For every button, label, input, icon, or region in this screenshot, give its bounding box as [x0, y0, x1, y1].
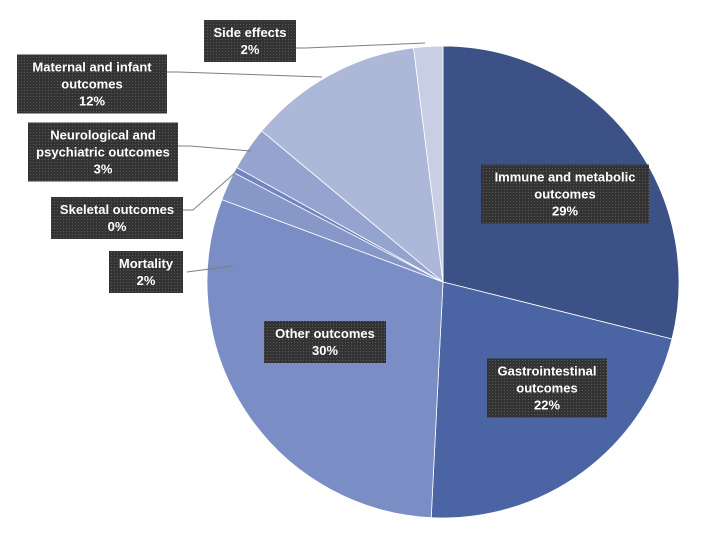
data-label-neurological-and-psychiatric-outcomes: Neurological and psychiatric outcomes 3%: [28, 122, 178, 182]
label-line: Mortality: [119, 256, 174, 271]
label-line: outcomes: [61, 77, 122, 92]
label-line: psychiatric outcomes: [36, 145, 170, 160]
data-label-gastrointestinal-outcomes: Gastrointestinal outcomes 22%: [487, 358, 607, 418]
leader-maternal-and-infant-outcomes: [167, 71, 323, 78]
label-box: [109, 251, 183, 293]
label-box: [51, 197, 183, 239]
label-line: Side effects: [214, 25, 287, 40]
label-box: [264, 321, 386, 363]
data-label-mortality: Mortality 2%: [109, 251, 183, 293]
label-percent: 30%: [312, 343, 338, 358]
label-line: Maternal and infant: [32, 60, 152, 75]
leader-mortality: [186, 265, 234, 273]
slice-side-effects: [413, 45, 444, 283]
label-box: [28, 122, 178, 182]
label-line: Gastrointestinal: [498, 364, 597, 379]
label-line: Other outcomes: [275, 326, 375, 341]
label-percent: 0%: [108, 219, 127, 234]
label-percent: 22%: [534, 398, 560, 413]
leader-lines: [167, 42, 426, 273]
label-box: [487, 358, 607, 418]
data-label-other-outcomes: Other outcomes 30%: [264, 321, 386, 363]
slice-maternal-and-infant-outcomes: [261, 47, 444, 283]
label-box: [204, 20, 296, 62]
label-line: outcomes: [534, 187, 595, 202]
pie-slices: [206, 45, 680, 519]
data-label-immune-and-metabolic-outcomes: Immune and metabolic outcomes 29%: [481, 164, 649, 224]
leader-side-effects: [296, 42, 426, 49]
label-box: [481, 164, 649, 224]
data-label-skeletal-outcomes: Skeletal outcomes 0%: [51, 197, 183, 239]
data-label-maternal-and-infant-outcomes: Maternal and infant outcomes 12%: [17, 54, 167, 114]
label-line: outcomes: [516, 381, 577, 396]
leader-neurological-and-psychiatric-outcomes: [178, 145, 252, 152]
label-percent: 2%: [241, 42, 260, 57]
data-label-side-effects: Side effects 2%: [204, 20, 296, 62]
label-line: Neurological and: [50, 128, 156, 143]
label-percent: 29%: [552, 204, 578, 219]
label-box: [17, 54, 167, 114]
leader-skeletal-outcomes: [183, 170, 238, 211]
data-labels: Immune and metabolic outcomes 29% Gastroint…: [17, 20, 649, 418]
label-line: Immune and metabolic: [495, 170, 636, 185]
label-percent: 2%: [137, 273, 156, 288]
label-percent: 12%: [79, 94, 105, 109]
label-line: Skeletal outcomes: [60, 202, 174, 217]
label-percent: 3%: [94, 162, 113, 177]
